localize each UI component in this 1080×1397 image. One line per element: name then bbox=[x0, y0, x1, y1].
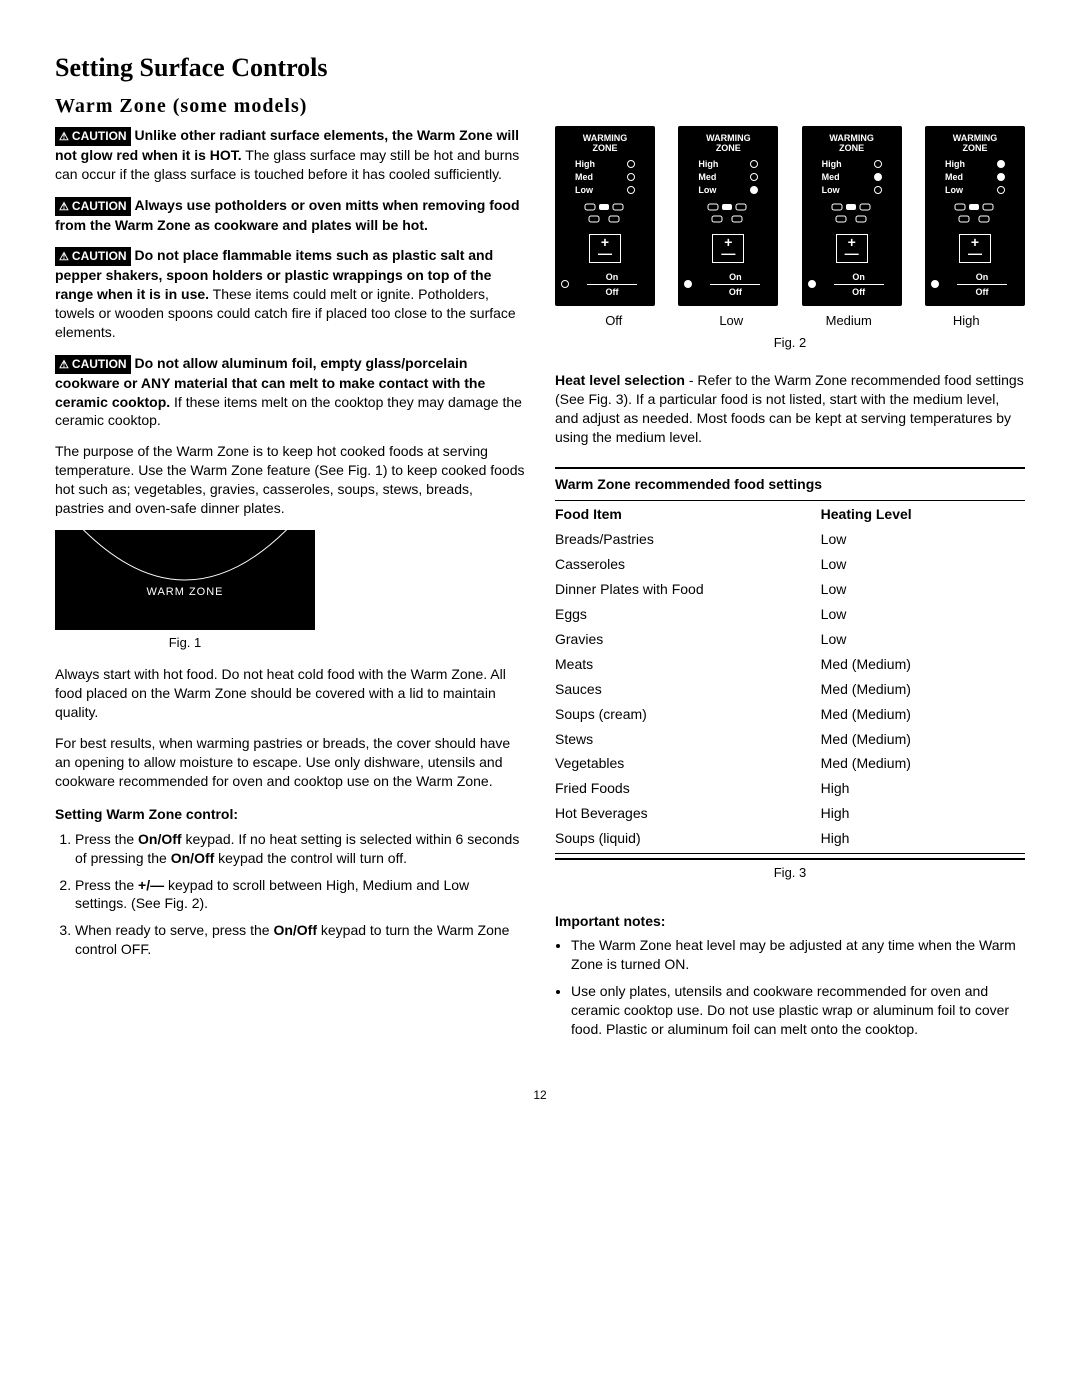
fig2-caption: Fig. 2 bbox=[555, 334, 1025, 352]
state-label: High bbox=[908, 312, 1026, 330]
page-title: Setting Surface Controls bbox=[55, 50, 1025, 85]
caution-badge: CAUTION bbox=[55, 355, 131, 374]
fig1-label: WARM ZONE bbox=[146, 585, 223, 600]
table-header: Food Item Heating Level bbox=[555, 501, 1025, 528]
plus-minus-keypad[interactable]: +— bbox=[959, 234, 991, 262]
table-body: Breads/PastriesLowCasserolesLowDinner Pl… bbox=[555, 527, 1025, 851]
table-row: CasserolesLow bbox=[555, 552, 1025, 577]
on-off-keypad[interactable]: OnOff bbox=[710, 271, 760, 298]
state-label: Medium bbox=[790, 312, 908, 330]
caution-paragraph: CAUTION Always use potholders or oven mi… bbox=[55, 196, 525, 235]
table-row: Hot BeveragesHigh bbox=[555, 801, 1025, 826]
table-end-rule bbox=[555, 853, 1025, 860]
table-title: Warm Zone recommended food settings bbox=[555, 467, 1025, 501]
fig3-caption: Fig. 3 bbox=[555, 864, 1025, 882]
on-off-keypad[interactable]: OnOff bbox=[957, 271, 1007, 298]
caution-badge: CAUTION bbox=[55, 197, 131, 216]
state-label: Low bbox=[673, 312, 791, 330]
note-item: Use only plates, utensils and cookware r… bbox=[571, 982, 1025, 1039]
right-column: WARMINGZONEHighMedLow+—OnOffWARMINGZONEH… bbox=[555, 126, 1025, 1047]
caution-badge: CAUTION bbox=[55, 247, 131, 266]
warming-zone-panel: WARMINGZONEHighMedLow+—OnOff bbox=[555, 126, 655, 306]
table-row: MeatsMed (Medium) bbox=[555, 652, 1025, 677]
plus-minus-keypad[interactable]: +— bbox=[836, 234, 868, 262]
plus-minus-keypad[interactable]: +— bbox=[712, 234, 744, 262]
table-row: GraviesLow bbox=[555, 627, 1025, 652]
fig2-state-labels: OffLowMediumHigh bbox=[555, 312, 1025, 330]
table-row: Dinner Plates with FoodLow bbox=[555, 577, 1025, 602]
notes-heading: Important notes: bbox=[555, 912, 1025, 931]
fig1-caption: Fig. 1 bbox=[55, 634, 315, 652]
best-results-paragraph: For best results, when warming pastries … bbox=[55, 734, 525, 791]
notes-list: The Warm Zone heat level may be adjusted… bbox=[555, 936, 1025, 1038]
warming-zone-panel: WARMINGZONEHighMedLow+—OnOff bbox=[925, 126, 1025, 306]
on-off-keypad[interactable]: OnOff bbox=[587, 271, 637, 298]
table-row: StewsMed (Medium) bbox=[555, 727, 1025, 752]
step-item: Press the +/— keypad to scroll between H… bbox=[75, 876, 525, 914]
caution-paragraph: CAUTION Do not allow aluminum foil, empt… bbox=[55, 354, 525, 431]
table-row: Soups (cream)Med (Medium) bbox=[555, 702, 1025, 727]
table-row: EggsLow bbox=[555, 602, 1025, 627]
table-row: Fried FoodsHigh bbox=[555, 776, 1025, 801]
step-item: When ready to serve, press the On/Off ke… bbox=[75, 921, 525, 959]
heat-level-paragraph: Heat level selection - Refer to the Warm… bbox=[555, 371, 1025, 447]
steps-list: Press the On/Off keypad. If no heat sett… bbox=[55, 830, 525, 959]
table-row: SaucesMed (Medium) bbox=[555, 677, 1025, 702]
section-subtitle: Warm Zone (some models) bbox=[55, 93, 1025, 120]
table-row: Breads/PastriesLow bbox=[555, 527, 1025, 552]
plus-minus-keypad[interactable]: +— bbox=[589, 234, 621, 262]
left-column: CAUTION Unlike other radiant surface ele… bbox=[55, 126, 525, 1047]
caution-badge: CAUTION bbox=[55, 127, 131, 146]
always-start-paragraph: Always start with hot food. Do not heat … bbox=[55, 665, 525, 722]
table-row: VegetablesMed (Medium) bbox=[555, 751, 1025, 776]
warming-zone-panel: WARMINGZONEHighMedLow+—OnOff bbox=[678, 126, 778, 306]
fig2-panels: WARMINGZONEHighMedLow+—OnOffWARMINGZONEH… bbox=[555, 126, 1025, 306]
caution-paragraph: CAUTION Do not place flammable items suc… bbox=[55, 246, 525, 341]
note-item: The Warm Zone heat level may be adjusted… bbox=[571, 936, 1025, 974]
page-number: 12 bbox=[55, 1087, 1025, 1103]
table-row: Soups (liquid)High bbox=[555, 826, 1025, 851]
state-label: Off bbox=[555, 312, 673, 330]
step-item: Press the On/Off keypad. If no heat sett… bbox=[75, 830, 525, 868]
warming-zone-panel: WARMINGZONEHighMedLow+—OnOff bbox=[802, 126, 902, 306]
heat-level-bold: Heat level selection bbox=[555, 372, 685, 388]
fig1-warm-zone: WARM ZONE bbox=[55, 530, 315, 630]
purpose-paragraph: The purpose of the Warm Zone is to keep … bbox=[55, 442, 525, 518]
caution-paragraph: CAUTION Unlike other radiant surface ele… bbox=[55, 126, 525, 184]
on-off-keypad[interactable]: OnOff bbox=[834, 271, 884, 298]
setting-heading: Setting Warm Zone control: bbox=[55, 805, 525, 824]
